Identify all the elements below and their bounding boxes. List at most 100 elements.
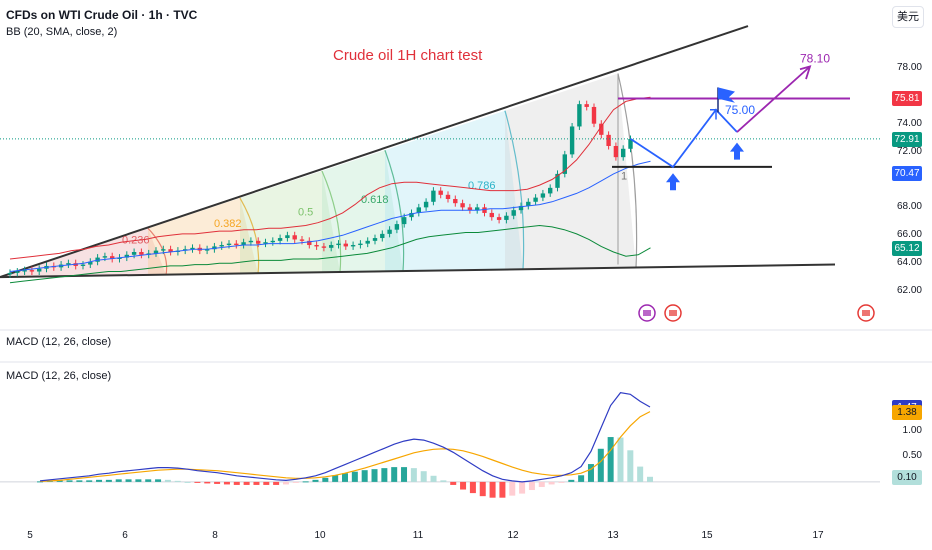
projection-marker [710,108,717,120]
macd-histogram-bar [342,473,348,482]
bb-upper-line [9,96,651,260]
candle-body [372,238,378,241]
candle-body [219,245,224,247]
fib-arc [239,197,260,274]
price-badge: 70.47 [892,165,922,181]
signal-line [39,411,651,482]
macd-histogram-bar [617,437,624,482]
candle-body [606,134,611,146]
macd-histogram-bar [499,481,506,498]
macd-histogram-bar [479,481,486,497]
chart-symbol-title[interactable]: CFDs on WTI Crude Oil · 1h · TVC [6,8,198,22]
time-axis-tick: 8 [212,530,218,541]
macd-histogram-bar [509,481,516,496]
candle-body [475,207,480,211]
candle-body [292,235,297,240]
candle-body [204,249,210,251]
candle-body [621,148,626,158]
candle-body [234,243,239,246]
time-axis-tick: 13 [607,530,619,541]
macd-histogram-bar [391,467,398,482]
candle-body [117,257,122,259]
candle-body [248,240,254,243]
fib-level-label: 1 [621,170,627,182]
candle-body [409,212,414,218]
price-badge: 75.81 [892,91,922,107]
candle-body [263,242,268,244]
macd-indicator-label[interactable]: MACD (12, 26, close) [6,370,112,382]
macd-histogram-bar [145,479,152,482]
candle-body [533,197,538,202]
candle-body [569,126,575,155]
candle-body [365,240,370,244]
fib-level-label: 0.382 [214,218,242,230]
fib-arc [321,170,342,273]
macd-histogram-bar [184,481,191,483]
candle-body [256,240,261,244]
time-axis-tick: 6 [122,530,128,541]
candle-body [190,247,195,250]
macd-histogram-bar [66,480,73,482]
macd-histogram-bar [253,481,260,485]
candle-body [562,154,567,174]
macd-histogram-bar [528,481,535,491]
macd-histogram-bar [263,481,270,485]
bb-lower-line [9,224,651,284]
macd-histogram-bar [607,437,614,482]
candle-body [628,139,633,149]
macd-value-badge: 1.38 [892,404,922,420]
fan-lower-line [0,263,836,279]
macd-histogram-bar [371,469,378,482]
candle-body [110,256,115,259]
macd-histogram-bar [86,480,93,482]
macd-histogram-bar [587,464,594,482]
macd-value-badge: 0.10 [892,469,922,485]
currency-button[interactable]: 美元 [892,6,924,28]
candle-body [584,104,589,107]
price-axis-tick: 62.00 [896,285,922,297]
candle-body [66,263,71,265]
macd-histogram-bar [125,479,132,482]
candle-body [168,249,173,252]
buy-arrow-icon [666,173,680,191]
macd-histogram-bar [164,479,171,482]
candle-body [431,190,436,202]
flag-icon [718,87,735,103]
price-axis-tick: 66.00 [896,229,922,241]
fib-band [0,228,166,278]
macd-histogram-bar [597,448,604,482]
event-icon-glyph [669,310,677,316]
fib-level-label: 0.618 [361,194,389,206]
macd-histogram-bar [637,466,644,482]
macd-histogram-bar [56,480,63,482]
macd-histogram-bar [410,468,417,482]
candle-body [15,271,20,273]
macd-histogram-bar [401,467,408,482]
fib-arc [384,150,405,272]
candle-body [438,190,443,195]
macd-histogram-bar [489,481,496,498]
candle-body [577,104,582,127]
candle-body [540,193,546,198]
macd-histogram-bar [627,450,634,482]
candle-body [548,187,553,194]
macd-pane-label[interactable]: MACD (12, 26, close) [6,336,112,348]
fib-arc [617,73,638,268]
candle-body [95,257,100,262]
macd-histogram-bar [204,481,211,484]
candle-body [307,240,312,246]
macd-histogram-bar [233,481,240,485]
projection-path [630,108,738,169]
time-axis-tick: 10 [314,530,326,541]
candle-body [37,268,42,272]
candle-body [153,250,159,254]
macd-histogram-bar [273,481,280,485]
price-axis-tick: 72.00 [896,145,922,157]
candle-body [321,246,327,248]
macd-histogram-bar [243,481,250,485]
candle-body [496,217,502,220]
macd-histogram-bar [430,475,437,482]
bollinger-indicator-label[interactable]: BB (20, SMA, close, 2) [6,26,118,38]
macd-histogram-bar [96,479,103,482]
